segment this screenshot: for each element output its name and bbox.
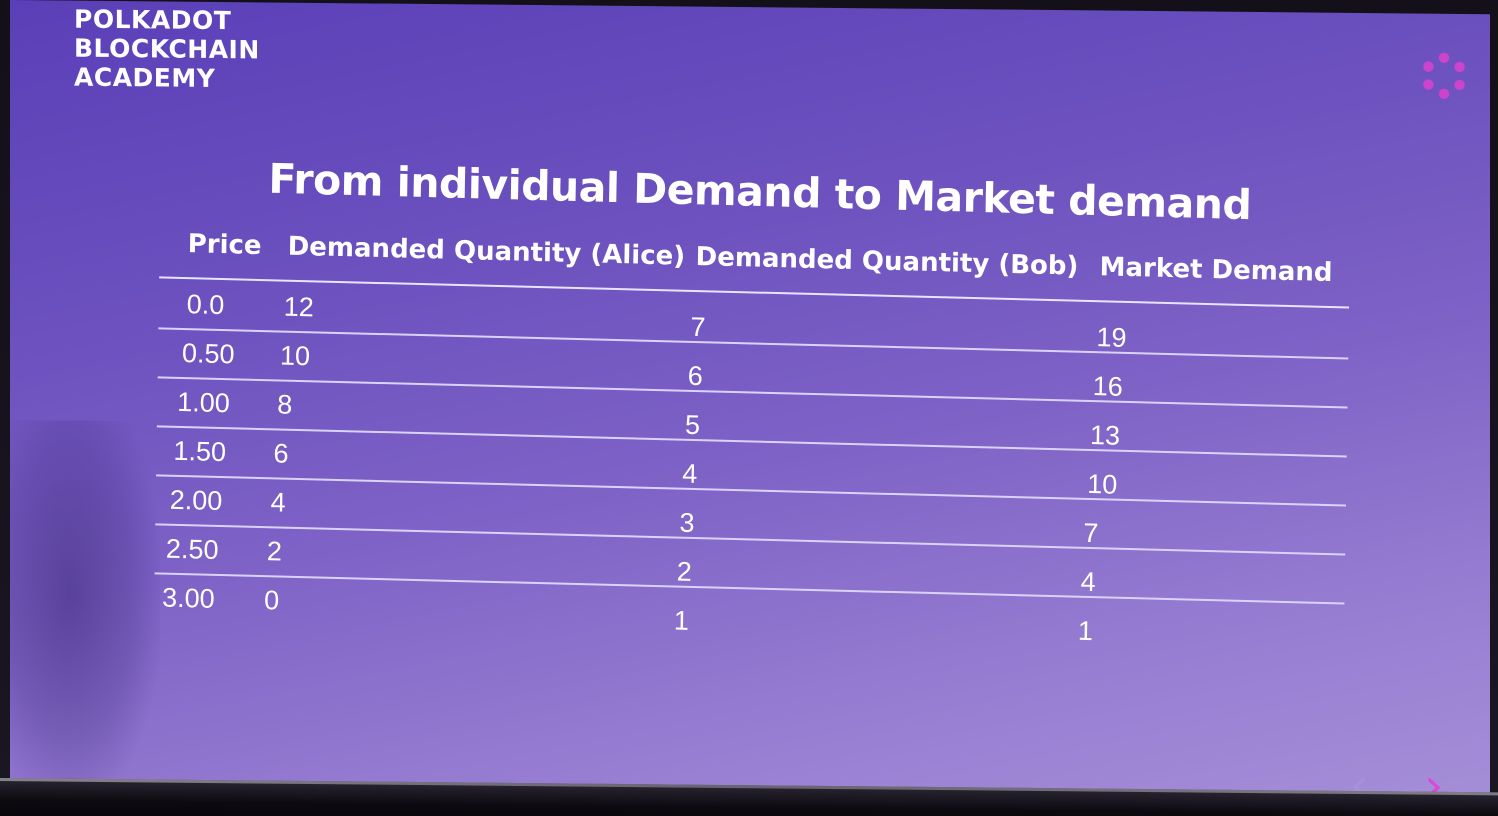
header-bob: Demanded Quantity (Bob) <box>695 242 1079 282</box>
academy-logo-text: POLKADOT BLOCKCHAIN ACADEMY <box>74 5 260 94</box>
header-alice: Demanded Quantity (Alice) <box>287 231 686 272</box>
cell-market: 1 <box>1077 615 1094 647</box>
cell-market: 19 <box>1096 322 1127 353</box>
cell-alice: 0 <box>263 585 280 616</box>
cell-alice: 6 <box>273 438 289 469</box>
polkadot-logo-icon <box>1423 52 1465 99</box>
cell-price: 2.50 <box>165 533 219 565</box>
cell-market: 13 <box>1089 420 1121 451</box>
slide-title: From individual Demand to Market demand <box>268 154 1252 230</box>
cell-market: 16 <box>1092 371 1124 402</box>
cell-bob: 5 <box>684 409 701 441</box>
cell-market: 7 <box>1083 517 1099 549</box>
cell-bob: 6 <box>687 360 704 392</box>
cell-alice: 12 <box>283 291 315 323</box>
cell-alice: 2 <box>266 536 283 567</box>
demand-table: Price Demanded Quantity (Alice) Demanded… <box>153 226 1350 676</box>
logo-line-2: BLOCKCHAIN <box>74 33 260 65</box>
header-market: Market Demand <box>1099 252 1333 289</box>
cell-bob: 4 <box>682 458 698 490</box>
projection-screen: POLKADOT BLOCKCHAIN ACADEMY From individ… <box>10 0 1490 815</box>
header-price: Price <box>187 229 262 262</box>
cell-price: 2.00 <box>169 484 223 517</box>
cell-price: 3.00 <box>161 582 215 614</box>
cell-alice: 4 <box>270 487 286 518</box>
cell-alice: 10 <box>279 340 311 372</box>
cell-price: 1.50 <box>173 435 227 468</box>
cell-price: 1.00 <box>177 386 231 419</box>
cell-bob: 7 <box>690 311 706 343</box>
cell-market: 10 <box>1086 468 1118 500</box>
logo-line-3: ACADEMY <box>74 62 216 93</box>
presenter-shadow <box>10 420 160 802</box>
cell-alice: 8 <box>277 389 293 420</box>
cell-bob: 2 <box>676 556 692 587</box>
cell-bob: 1 <box>673 605 690 636</box>
cell-bob: 3 <box>679 507 695 538</box>
cell-price: 0.0 <box>186 289 225 321</box>
cell-price: 0.50 <box>181 338 235 370</box>
cell-market: 4 <box>1080 566 1096 598</box>
logo-line-1: POLKADOT <box>74 4 232 36</box>
